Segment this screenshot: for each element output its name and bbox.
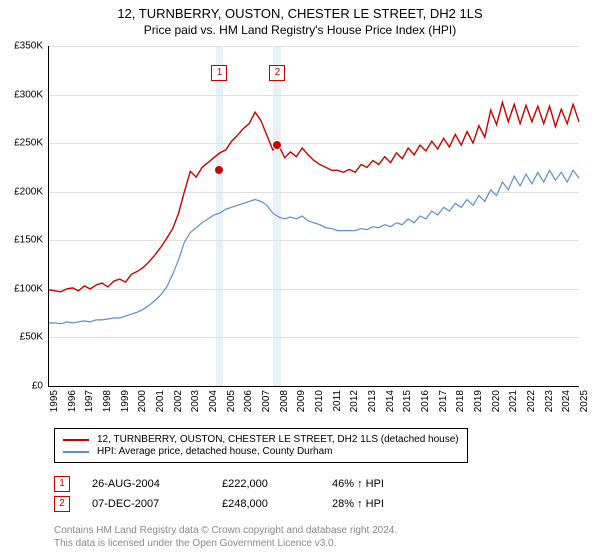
series-hpi: [49, 170, 579, 323]
chart-title-line2: Price paid vs. HM Land Registry's House …: [0, 23, 600, 37]
x-axis-label: 2021: [508, 390, 519, 412]
transaction-date: 26-AUG-2004: [92, 478, 222, 490]
legend-item: 12, TURNBERRY, OUSTON, CHESTER LE STREET…: [63, 434, 459, 445]
x-axis-label: 2019: [473, 390, 484, 412]
transaction-date: 07-DEC-2007: [92, 498, 222, 510]
y-axis-label: £250K: [14, 138, 43, 149]
chart-legend: 12, TURNBERRY, OUSTON, CHESTER LE STREET…: [54, 428, 468, 463]
x-axis-label: 1995: [49, 390, 60, 412]
x-axis-label: 2009: [296, 390, 307, 412]
x-axis-label: 2020: [491, 390, 502, 412]
chart-plot-area: 12 £0£50K£100K£150K£200K£250K£300K£350K …: [48, 46, 579, 387]
transaction-marker-dot: [214, 165, 224, 175]
transaction-row: 1 26-AUG-2004£222,00046% ↑ HPI: [54, 476, 442, 492]
x-axis-label: 1998: [102, 390, 113, 412]
x-axis-label: 2004: [208, 390, 219, 412]
x-axis-label: 2007: [261, 390, 272, 412]
y-axis-label: £100K: [14, 283, 43, 294]
transaction-marker-label: 1: [211, 65, 227, 81]
x-axis-label: 1999: [120, 390, 131, 412]
footer-line2: This data is licensed under the Open Gov…: [54, 537, 397, 550]
chart-title-block: 12, TURNBERRY, OUSTON, CHESTER LE STREET…: [0, 0, 600, 37]
transaction-marker-label: 2: [269, 65, 285, 81]
y-axis-label: £150K: [14, 235, 43, 246]
x-axis-label: 2003: [190, 390, 201, 412]
transaction-price: £248,000: [222, 498, 332, 510]
footer-licence: Contains HM Land Registry data © Crown c…: [54, 524, 397, 550]
transaction-pct: 28% ↑ HPI: [332, 498, 442, 510]
x-axis-label: 2002: [173, 390, 184, 412]
x-axis-label: 2023: [544, 390, 555, 412]
x-axis-label: 2005: [226, 390, 237, 412]
transaction-price: £222,000: [222, 478, 332, 490]
legend-label: HPI: Average price, detached house, Coun…: [97, 446, 333, 457]
footer-line1: Contains HM Land Registry data © Crown c…: [54, 524, 397, 537]
transaction-number: 2: [54, 496, 70, 512]
chart-lines-svg: [49, 46, 579, 386]
x-axis-label: 2018: [455, 390, 466, 412]
x-axis-label: 2014: [385, 390, 396, 412]
y-axis-label: £0: [32, 381, 43, 392]
transaction-table: 1 26-AUG-2004£222,00046% ↑ HPI 2 07-DEC-200…: [54, 472, 442, 516]
x-axis-label: 2000: [137, 390, 148, 412]
x-axis-label: 2024: [561, 390, 572, 412]
legend-item: HPI: Average price, detached house, Coun…: [63, 446, 459, 457]
x-axis-label: 2025: [579, 390, 590, 412]
x-axis-label: 1996: [67, 390, 78, 412]
transaction-number: 1: [54, 476, 70, 492]
legend-label: 12, TURNBERRY, OUSTON, CHESTER LE STREET…: [97, 434, 459, 445]
y-axis-label: £300K: [14, 89, 43, 100]
x-axis-label: 2022: [526, 390, 537, 412]
transaction-marker-dot: [272, 140, 282, 150]
y-axis-label: £50K: [20, 332, 43, 343]
y-axis-label: £200K: [14, 186, 43, 197]
series-property: [49, 102, 579, 291]
chart-title-line1: 12, TURNBERRY, OUSTON, CHESTER LE STREET…: [0, 6, 600, 21]
transaction-row: 2 07-DEC-2007£248,00028% ↑ HPI: [54, 496, 442, 512]
legend-swatch: [63, 439, 89, 441]
x-axis-label: 2011: [332, 390, 343, 412]
x-axis-label: 2013: [367, 390, 378, 412]
x-axis-label: 2012: [349, 390, 360, 412]
transaction-pct: 46% ↑ HPI: [332, 478, 442, 490]
x-axis-label: 2015: [402, 390, 413, 412]
y-axis-label: £350K: [14, 41, 43, 52]
x-axis-label: 1997: [84, 390, 95, 412]
x-axis-label: 2006: [243, 390, 254, 412]
x-axis-label: 2001: [155, 390, 166, 412]
x-axis-label: 2010: [314, 390, 325, 412]
x-axis-label: 2016: [420, 390, 431, 412]
legend-swatch: [63, 451, 89, 453]
x-axis-label: 2017: [438, 390, 449, 412]
x-axis-label: 2008: [279, 390, 290, 412]
